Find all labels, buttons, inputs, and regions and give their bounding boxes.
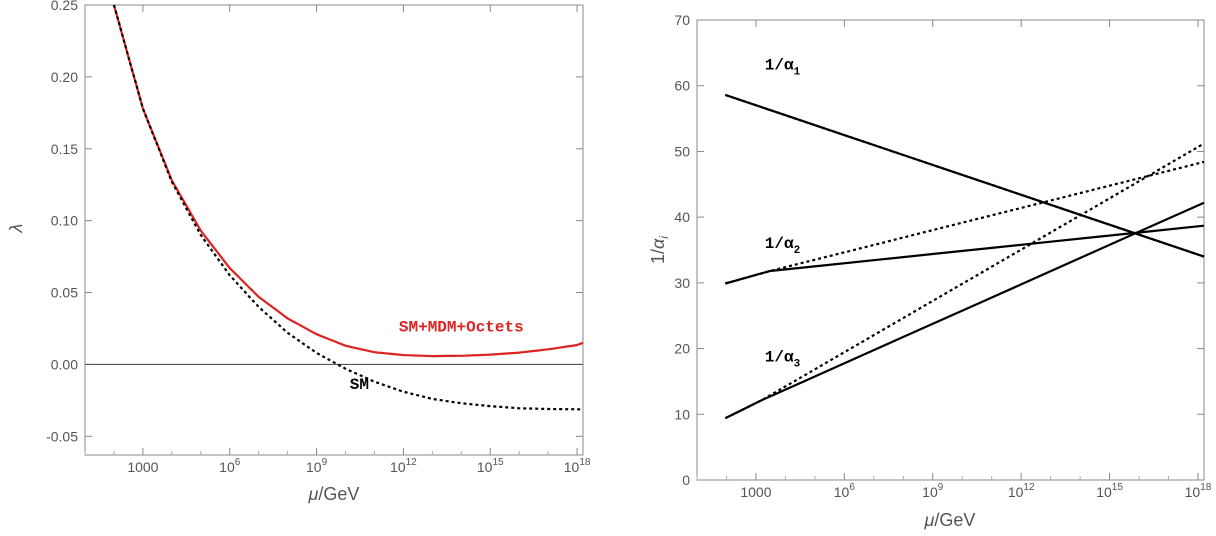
lambda-series-label: SM+MDM+Octets xyxy=(399,318,524,336)
lambda-x-tick-base: 1000 xyxy=(127,459,158,475)
alpha-series-label-main: 1/α xyxy=(765,56,794,74)
alpha-x-tick-base: 10 xyxy=(922,484,938,500)
lambda-x-tick-label: 109 xyxy=(306,457,328,475)
alpha-series-4-line xyxy=(724,201,1205,420)
alpha-x-axis-label: μ/GeV xyxy=(924,510,976,530)
lambda-x-tick-exponent: 18 xyxy=(579,457,591,468)
lambda-x-tick-exponent: 6 xyxy=(235,457,241,468)
lambda-series-0-line xyxy=(112,4,584,358)
lambda-y-tick-label: -0.05 xyxy=(46,428,78,444)
alpha-y-axis-label-sub: i xyxy=(657,236,671,239)
alpha-x-tick-exponent: 18 xyxy=(1200,482,1212,493)
alpha-x-tick-label: 1018 xyxy=(1185,482,1212,500)
lambda-x-tick-label: 106 xyxy=(219,457,241,475)
lambda-series-label: SM xyxy=(350,376,369,394)
alpha-series-label-sub: 1 xyxy=(794,66,801,78)
lambda-x-tick-base: 10 xyxy=(564,459,580,475)
lambda-x-tick-label: 1000 xyxy=(127,459,158,475)
lambda-y-axis-label: λ xyxy=(6,224,26,234)
alpha-plot-frame xyxy=(696,19,1205,481)
alpha-x-tick-label: 1015 xyxy=(1096,482,1123,500)
alpha-y-axis-label-prefix: 1/ xyxy=(648,249,668,264)
alpha-x-tick-exponent: 6 xyxy=(849,482,855,493)
lambda-x-tick-base: 10 xyxy=(306,459,322,475)
alpha-y-axis-label: 1/αi xyxy=(648,236,671,264)
alpha-series-label: 1/α1 xyxy=(765,56,801,78)
alpha-series-label: 1/α3 xyxy=(765,349,801,371)
alpha-series-group xyxy=(724,93,1205,420)
lambda-series-1-line xyxy=(112,4,583,411)
alpha-series-label-main: 1/α xyxy=(765,235,794,253)
alpha-series-labels: 1/α11/α21/α3 xyxy=(765,56,801,370)
alpha-y-tick-label: 60 xyxy=(674,78,690,94)
lambda-x-tick-exponent: 12 xyxy=(406,457,418,468)
alpha-x-tick-base: 10 xyxy=(1096,484,1112,500)
alpha-series-5-line xyxy=(724,142,1205,420)
lambda-x-tick-base: 10 xyxy=(390,459,406,475)
lambda-y-tick-label: 0.25 xyxy=(51,0,78,13)
lambda-y-tick-label: 0.00 xyxy=(51,356,78,372)
lambda-x-tick-exponent: 15 xyxy=(492,457,504,468)
lambda-y-tick-label: 0.10 xyxy=(51,213,78,229)
alpha-y-tick-label: 40 xyxy=(674,209,690,225)
lambda-x-tick-base: 10 xyxy=(477,459,493,475)
lambda-y-tick-label: 0.15 xyxy=(51,141,78,157)
alpha-x-tick-base: 10 xyxy=(1008,484,1024,500)
alpha-y-axis-label-alpha: α xyxy=(648,238,668,249)
alpha-y-tick-label: 10 xyxy=(674,406,690,422)
alpha-x-tick-base: 1000 xyxy=(740,484,771,500)
lambda-x-tick-label: 1012 xyxy=(390,457,417,475)
alpha-series-1-line xyxy=(724,93,1205,258)
alpha-x-tick-base: 10 xyxy=(1185,484,1201,500)
alpha-y-tick-label: 70 xyxy=(674,12,690,28)
alpha-series-3-line xyxy=(725,160,1205,285)
alpha-y-tick-label: 50 xyxy=(674,143,690,159)
lambda-y-tick-label: 0.05 xyxy=(51,285,78,301)
alpha-x-tick-label: 1000 xyxy=(740,484,771,500)
lambda-x-tick-base: 10 xyxy=(219,459,235,475)
alpha-series-label-sub: 2 xyxy=(794,245,801,257)
lambda-x-tick-exponent: 9 xyxy=(322,457,328,468)
lambda-x-tick-label: 1018 xyxy=(564,457,591,475)
lambda-tick-marks xyxy=(84,4,583,455)
alpha-x-tick-base: 10 xyxy=(834,484,850,500)
lambda-chart: 1000 106 109 1012 1015 1018-0.050.000.050.100… xyxy=(6,0,591,504)
lambda-x-axis-label: μ/GeV xyxy=(308,484,360,504)
lambda-x-axis-label-unit: /GeV xyxy=(318,484,359,504)
lambda-series-labels: SM+MDM+Octets SM xyxy=(350,318,524,394)
alpha-y-tick-label: 20 xyxy=(674,341,690,357)
alpha-y-tick-label: 0 xyxy=(682,472,690,488)
alpha-x-tick-exponent: 12 xyxy=(1023,482,1035,493)
lambda-y-tick-label: 0.20 xyxy=(51,69,78,85)
alpha-x-tick-label: 106 xyxy=(834,482,856,500)
lambda-series-group xyxy=(112,4,584,411)
alpha-tick-marks xyxy=(696,19,1204,481)
alpha-x-axis-label-mu: μ xyxy=(924,510,935,530)
alpha-series-label: 1/α2 xyxy=(765,235,800,257)
alpha-x-tick-label: 1012 xyxy=(1008,482,1035,500)
lambda-x-tick-label: 1015 xyxy=(477,457,504,475)
lambda-x-axis-label-mu: μ xyxy=(308,484,319,504)
alpha-x-tick-exponent: 15 xyxy=(1112,482,1124,493)
lambda-tick-labels: 1000 106 109 1012 1015 1018-0.050.000.050.100… xyxy=(46,0,591,475)
alpha-x-axis-label-unit: /GeV xyxy=(934,510,975,530)
alpha-y-tick-label: 30 xyxy=(674,275,690,291)
alpha-x-tick-label: 109 xyxy=(922,482,944,500)
alpha-series-label-sub: 3 xyxy=(794,359,801,371)
alpha-series-label-main: 1/α xyxy=(765,349,794,367)
lambda-plot-frame xyxy=(84,4,584,456)
alpha-x-tick-exponent: 9 xyxy=(938,482,944,493)
alpha-series-2-line xyxy=(725,224,1205,285)
